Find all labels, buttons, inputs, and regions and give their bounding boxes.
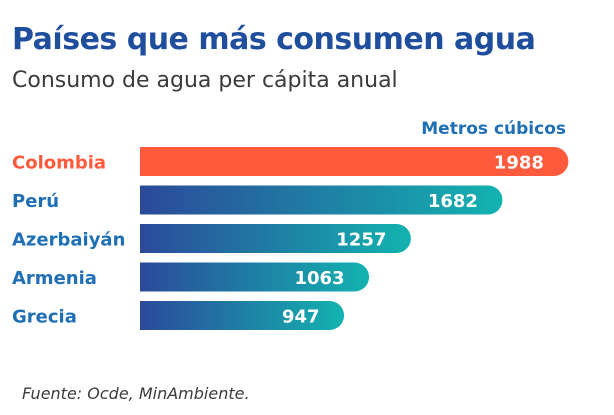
bars-group: Colombia 1988 Perú 1682 Azerbaiyán 1257 Armeni…	[12, 147, 569, 330]
unit-label: Metros cúbicos	[421, 119, 566, 139]
bar	[140, 185, 503, 215]
value-label: 1257	[336, 230, 386, 251]
value-label: 1988	[494, 153, 544, 174]
category-label: Perú	[12, 191, 59, 212]
value-label: 947	[282, 307, 320, 328]
category-label: Armenia	[12, 268, 97, 289]
value-label: 1063	[294, 268, 344, 289]
bar	[140, 224, 411, 253]
value-label: 1682	[428, 191, 478, 212]
category-label: Grecia	[12, 307, 77, 328]
category-label: Azerbaiyán	[12, 230, 125, 251]
source-note: Fuente: Ocde, MinAmbiente.	[22, 384, 250, 403]
chart-subtitle: Consumo de agua per cápita anual	[12, 68, 398, 93]
bar	[140, 301, 345, 330]
bar	[140, 262, 370, 292]
bar	[140, 147, 569, 176]
chart-title: Países que más consumen agua	[12, 22, 536, 57]
category-label: Colombia	[12, 153, 106, 174]
